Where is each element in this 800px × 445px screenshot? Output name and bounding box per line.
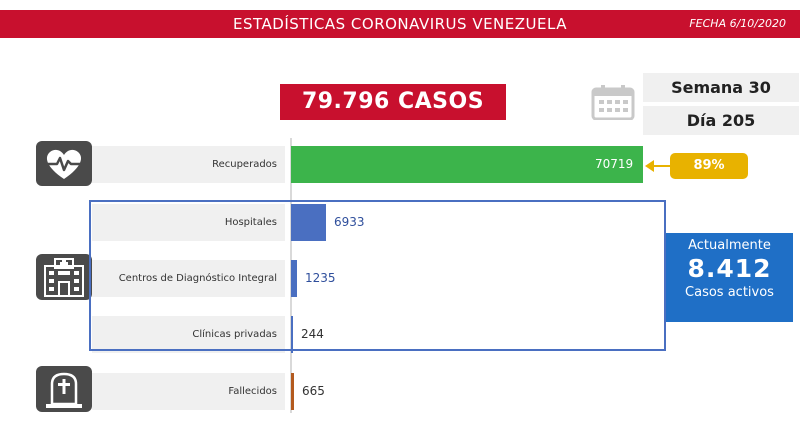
row-label-clinicas: Clínicas privadas [92, 316, 285, 353]
value-label-clinicas: 244 [301, 327, 324, 341]
value-label-cdi: 1235 [305, 271, 336, 285]
active-cases-value: 8.412 [687, 254, 772, 283]
recovered-percentage-badge: 89% [670, 153, 748, 179]
bar-hospitales [291, 204, 326, 241]
header-bar [0, 10, 800, 38]
active-cases-box: Actualmente 8.412 Casos activos [666, 233, 793, 322]
bar-cdi [291, 260, 297, 297]
bar-recuperados [291, 146, 643, 183]
total-cases: 79.796 CASOS [280, 84, 506, 120]
hospital-icon [36, 254, 92, 300]
row-label-fallecidos: Fallecidos [92, 373, 285, 410]
value-label-recuperados: 70719 [595, 157, 634, 171]
report-date: FECHA 6/10/2020 [689, 17, 786, 30]
active-cases-label: Actualmente [688, 238, 771, 253]
arrow-left-icon [645, 160, 654, 172]
value-label-hospitales: 6933 [334, 215, 365, 229]
tombstone-icon [36, 366, 92, 412]
active-cases-sub: Casos activos [685, 285, 774, 300]
row-label-recuperados: Recuperados [92, 146, 285, 183]
calendar-icon [591, 84, 635, 121]
page-title: ESTADÍSTICAS CORONAVIRUS VENEZUELA [233, 15, 567, 33]
hospitalized-group-frame [89, 200, 666, 351]
heart-pulse-icon [36, 141, 92, 186]
value-label-fallecidos: 665 [302, 384, 325, 398]
bar-fallecidos [291, 373, 294, 410]
row-label-hospitales: Hospitales [92, 204, 285, 241]
row-label-cdi: Centros de Diagnóstico Integral [92, 260, 285, 297]
day-label: Día 205 [643, 106, 799, 135]
week-label: Semana 30 [643, 73, 799, 102]
arrow-shaft [650, 165, 672, 167]
bar-clinicas [291, 316, 293, 353]
